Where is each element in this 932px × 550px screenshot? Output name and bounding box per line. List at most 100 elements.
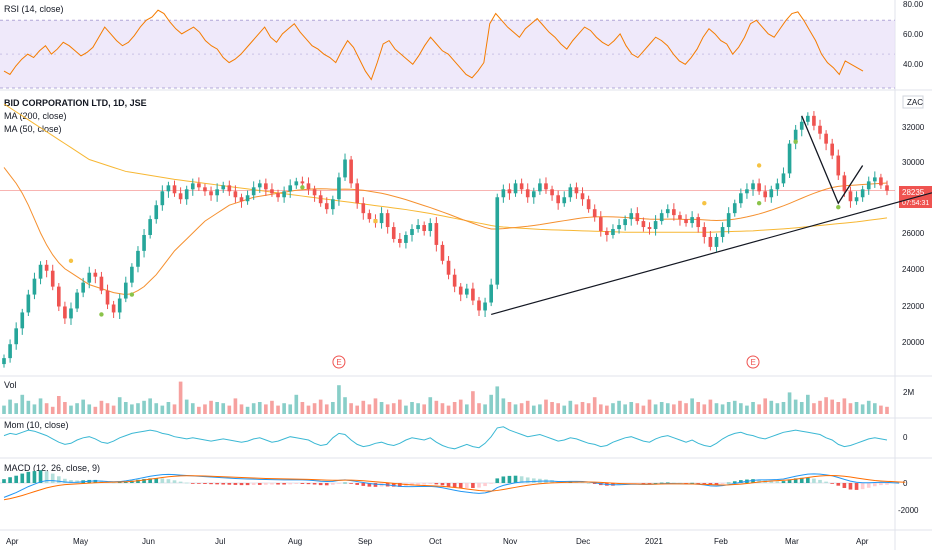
macd-histogram-bar [203, 483, 207, 484]
macd-histogram-bar [221, 483, 226, 485]
volume-bar [50, 406, 55, 414]
candle-body [538, 183, 542, 192]
volume-bar [726, 402, 731, 414]
volume-bar [398, 399, 402, 414]
volume-bar [471, 391, 475, 414]
macd-histogram-bar [702, 483, 707, 484]
candle-body [507, 189, 512, 194]
currency-box[interactable] [902, 95, 924, 109]
volume-bar [556, 403, 560, 414]
candle-body [166, 185, 171, 192]
candle-body [233, 191, 238, 198]
candle-body [702, 227, 707, 237]
volume-bar [659, 402, 664, 414]
volume-bar [538, 404, 542, 414]
earnings-label: E [336, 358, 341, 367]
candle-body [410, 229, 414, 235]
price-pane: BID CORPORATION LTD, 1D, JSE MA (200, cl… [4, 95, 932, 347]
volume-bar [787, 392, 792, 414]
macd-histogram-bar [635, 483, 640, 484]
volume-bar [483, 404, 487, 414]
volume-bar [197, 406, 201, 414]
macd-histogram-bar [154, 478, 159, 483]
macd-histogram-bar [184, 482, 189, 484]
macd-histogram-bar [495, 478, 500, 483]
candle-body [879, 177, 883, 186]
candle-body [221, 185, 226, 190]
macd-histogram-bar [659, 482, 664, 484]
volume-bar [647, 399, 652, 414]
volume-bar [519, 403, 524, 414]
macd-histogram-bar [355, 483, 360, 485]
candle-body [617, 225, 621, 230]
volume-bar [793, 399, 798, 414]
volume-bar [282, 403, 286, 414]
volume-bar [215, 402, 219, 414]
candle-body [416, 225, 420, 230]
volume-bar [367, 404, 372, 414]
candle-body [653, 221, 658, 230]
candle-body [422, 225, 427, 232]
candle-body [93, 272, 98, 277]
macd-line [3, 473, 900, 498]
macd-histogram-bar [416, 483, 420, 485]
candle-body [824, 133, 828, 144]
macd-histogram-bar [848, 483, 853, 490]
macd-histogram-bar [787, 479, 792, 483]
macd-histogram-bar [434, 483, 439, 485]
volume-bar [818, 400, 822, 414]
candle-body [799, 121, 804, 130]
volume-bar [331, 402, 335, 414]
candle-body [544, 183, 548, 190]
candle-body [130, 266, 134, 283]
volume-bar [337, 385, 341, 414]
candle-body [105, 290, 110, 305]
volume-bar [99, 400, 104, 414]
bar-countdown: 07:54:31 [902, 200, 929, 207]
macd-histogram-bar [26, 471, 31, 483]
volume-bar [745, 405, 749, 414]
candle-body [873, 177, 877, 182]
volume-bar [708, 399, 713, 414]
macd-histogram-bar [732, 481, 737, 483]
volume-bar [111, 405, 116, 414]
volume-bar [574, 404, 579, 414]
volume-bar [227, 405, 232, 414]
macd-histogram-bar [471, 483, 475, 488]
candle-body [665, 209, 670, 214]
price-tick-30000: 30000 [902, 158, 925, 167]
rsi-line [3, 9, 864, 81]
volume-bar [87, 404, 92, 414]
macd-histogram-bar [793, 478, 798, 483]
macd-histogram-bar [69, 480, 73, 483]
macd-histogram-bar [751, 479, 755, 483]
candle-body [117, 298, 122, 313]
volume-bar [63, 402, 67, 414]
macd-histogram-bar [282, 483, 286, 485]
volume-pane: Vol 2M [4, 380, 914, 397]
price-tick-32000: 32000 [902, 123, 925, 132]
macd-histogram-bar [270, 483, 274, 485]
candle-body [312, 189, 317, 196]
macd-histogram-bar [781, 481, 786, 483]
macd-histogram-bar [775, 481, 780, 483]
price-title: BID CORPORATION LTD, 1D, JSE [4, 98, 147, 108]
x-tick-dec: Dec [576, 537, 590, 546]
volume-bar [203, 404, 207, 414]
candle-body [282, 191, 286, 198]
macd-tick-minus2000: -2000 [898, 506, 919, 515]
x-tick-apr: Apr [6, 537, 19, 546]
volume-bar [684, 403, 688, 414]
candle-body [38, 264, 43, 279]
candle-body [239, 197, 244, 202]
volume-bar [525, 400, 530, 414]
volume-bar [866, 400, 871, 414]
macd-histogram-bar [452, 483, 457, 488]
earnings-marker [746, 355, 760, 369]
macd-histogram-bar [617, 483, 621, 486]
candle-body [672, 209, 676, 216]
volume-bar [44, 403, 49, 414]
earnings-marker [332, 355, 346, 369]
momentum-title: Mom (10, close) [4, 420, 69, 430]
candle-body [763, 191, 768, 198]
